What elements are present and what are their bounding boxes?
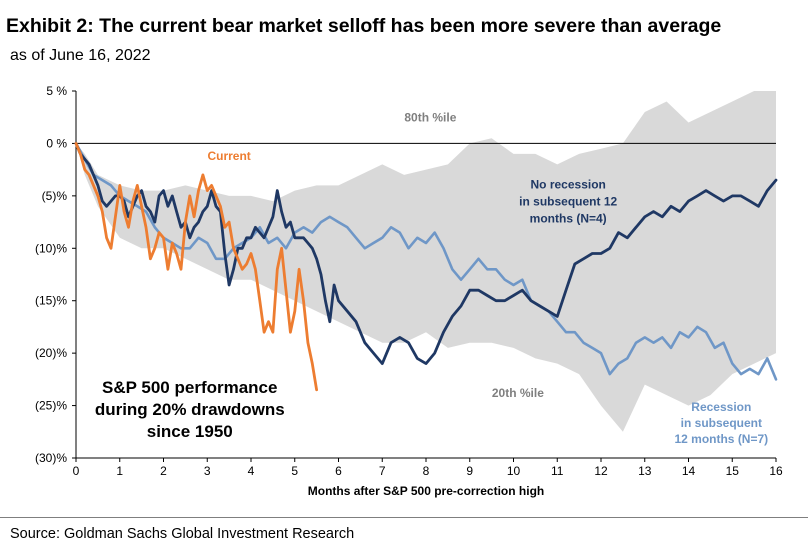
chart-annotation: since 1950 xyxy=(147,422,233,441)
y-tick-label: (15)% xyxy=(35,294,67,308)
y-tick-label: 5 % xyxy=(46,84,67,98)
annotation-layer: 80th %ile 20th %ile Current No recession in … xyxy=(95,110,768,445)
x-tick-label: 15 xyxy=(726,464,740,478)
band-label-80th: 80th %ile xyxy=(404,110,456,124)
series-layer xyxy=(74,141,778,392)
series-label-current: Current xyxy=(207,149,250,163)
x-tick-label: 8 xyxy=(423,464,430,478)
y-tick-label: (5)% xyxy=(42,189,68,203)
x-tick-label: 16 xyxy=(769,464,783,478)
y-tick-label: (10)% xyxy=(35,241,67,255)
x-tick-label: 2 xyxy=(160,464,167,478)
x-tick-label: 13 xyxy=(638,464,652,478)
x-tick-label: 9 xyxy=(466,464,473,478)
series-label-no-recession: months (N=4) xyxy=(530,212,607,226)
y-tick-label: 0 % xyxy=(46,136,67,150)
source-note: Source: Goldman Sachs Global Investment … xyxy=(10,526,355,542)
chart-subtitle: as of June 16, 2022 xyxy=(10,47,151,64)
x-tick-label: 10 xyxy=(507,464,521,478)
band-label-20th: 20th %ile xyxy=(492,386,544,400)
x-tick-label: 7 xyxy=(379,464,386,478)
percentile-band-layer xyxy=(76,91,776,432)
series-label-recession: Recession xyxy=(691,400,751,414)
y-tick-label: (30)% xyxy=(35,451,67,465)
x-tick-label: 11 xyxy=(551,464,564,478)
x-tick-label: 14 xyxy=(682,464,696,478)
x-axis-label: Months after S&P 500 pre-correction high xyxy=(308,484,545,498)
series-line-current xyxy=(74,141,319,392)
x-tick-label: 1 xyxy=(116,464,123,478)
series-label-recession: in subsequent xyxy=(681,416,762,430)
y-tick-label: (25)% xyxy=(35,399,67,413)
series-line-recession xyxy=(74,142,778,381)
chart-annotation: S&P 500 performance xyxy=(102,378,277,397)
x-tick-label: 3 xyxy=(204,464,211,478)
x-tick-label: 0 xyxy=(73,464,80,478)
percentile-band-area xyxy=(76,91,776,432)
x-tick-label: 12 xyxy=(594,464,608,478)
footer-divider xyxy=(0,517,808,518)
x-tick-label: 4 xyxy=(248,464,255,478)
chart-annotation: during 20% drawdowns xyxy=(95,400,285,419)
x-tick-label: 5 xyxy=(291,464,298,478)
chart-title: Exhibit 2: The current bear market sello… xyxy=(6,15,722,37)
series-label-recession: 12 months (N=7) xyxy=(674,432,768,446)
axes: 5 %0 %(5)%(10)%(15)%(20)%(25)%(30)%0 1 2 3 4… xyxy=(35,84,783,498)
y-tick-label: (20)% xyxy=(35,346,67,360)
series-label-no-recession: in subsequent 12 xyxy=(519,195,617,209)
x-tick-label: 6 xyxy=(335,464,342,478)
series-label-no-recession: No recession xyxy=(531,178,606,192)
series-line-no-recession xyxy=(74,141,778,366)
